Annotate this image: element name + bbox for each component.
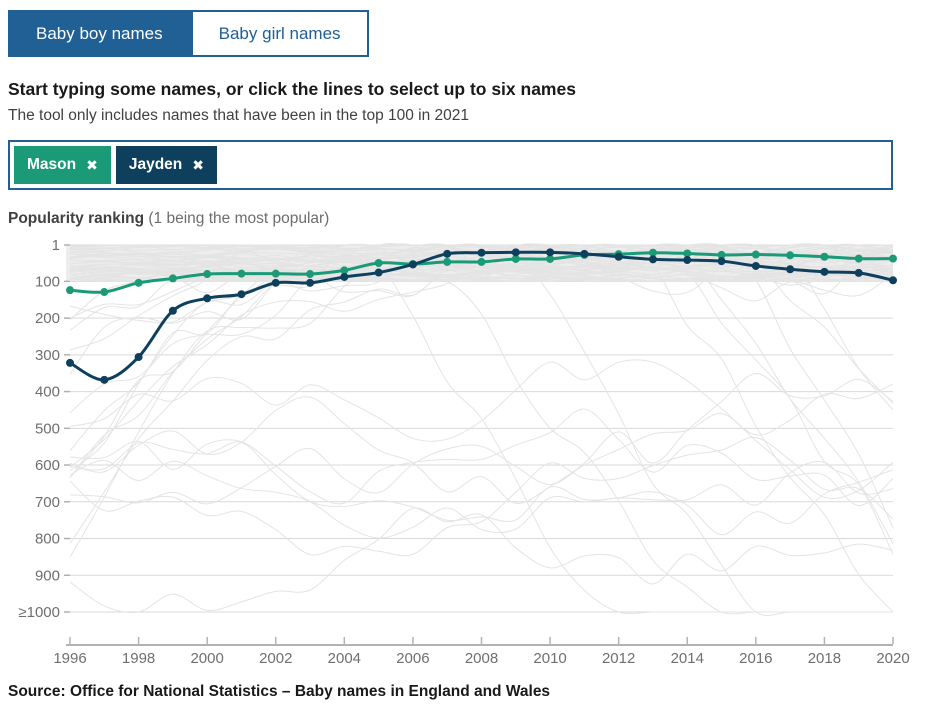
y-tick-label: 300	[35, 347, 60, 364]
x-tick-label: 2020	[876, 650, 909, 667]
data-point-mason[interactable]	[751, 250, 760, 259]
data-point-mason[interactable]	[648, 248, 657, 257]
x-tick-label: 2004	[328, 650, 361, 667]
x-tick-label: 2018	[808, 650, 841, 667]
data-point-mason[interactable]	[511, 254, 520, 263]
tab-baby-boy-names[interactable]: Baby boy names	[8, 10, 191, 57]
tab-bar: Baby boy names Baby girl names	[8, 10, 893, 57]
y-tick-label: 200	[35, 310, 60, 327]
data-point-jayden[interactable]	[717, 257, 726, 266]
data-point-jayden[interactable]	[546, 248, 555, 257]
data-point-mason[interactable]	[374, 259, 383, 268]
data-point-jayden[interactable]	[751, 261, 760, 270]
selected-name-tag-mason: Mason ✖	[14, 146, 111, 184]
data-point-jayden[interactable]	[683, 256, 692, 265]
data-point-mason[interactable]	[134, 278, 143, 287]
data-point-jayden[interactable]	[306, 278, 315, 287]
y-tick-label: ≥1000	[18, 604, 60, 621]
baby-names-tool: Baby boy names Baby girl names Start typ…	[8, 10, 937, 700]
data-point-jayden[interactable]	[648, 255, 657, 264]
data-point-jayden[interactable]	[271, 278, 280, 287]
data-point-mason[interactable]	[168, 274, 177, 283]
data-point-jayden[interactable]	[134, 353, 143, 362]
data-point-mason[interactable]	[271, 269, 280, 278]
x-tick-label: 1998	[122, 650, 155, 667]
data-point-mason[interactable]	[683, 249, 692, 258]
name-search-input[interactable]: Mason ✖ Jayden ✖	[8, 140, 893, 190]
background-name-lines	[69, 243, 894, 616]
y-tick-label: 1	[52, 237, 60, 254]
chart-axis-title: Popularity ranking (1 being the most pop…	[8, 210, 893, 228]
data-point-jayden[interactable]	[408, 260, 417, 269]
y-tick-label: 400	[35, 384, 60, 401]
series-jayden[interactable]	[66, 248, 897, 384]
gridlines: 1 100 200 300 400 500 600 700 800 900 ≥1000	[18, 237, 893, 621]
data-point-mason[interactable]	[237, 269, 246, 278]
tag-label-mason: Mason	[27, 156, 77, 173]
x-tick-label: 2006	[396, 650, 429, 667]
data-point-mason[interactable]	[546, 254, 555, 263]
x-axis: 1996 1998 2000 2002 2004 2006 2008 2010 2012 2014…	[53, 637, 910, 667]
data-point-jayden[interactable]	[889, 276, 897, 285]
data-point-jayden[interactable]	[374, 268, 383, 277]
y-tick-label: 800	[35, 531, 60, 548]
x-tick-label: 2010	[533, 650, 566, 667]
data-point-mason[interactable]	[889, 254, 897, 263]
chart-axis-title-bold: Popularity ranking	[8, 210, 145, 227]
data-point-mason[interactable]	[854, 254, 863, 263]
x-tick-label: 2016	[739, 650, 772, 667]
selected-name-tag-jayden: Jayden ✖	[115, 146, 217, 184]
subtitle: The tool only includes names that have b…	[8, 107, 470, 124]
data-point-mason[interactable]	[443, 257, 452, 266]
y-tick-label: 100	[35, 273, 60, 290]
data-point-jayden[interactable]	[66, 358, 74, 367]
x-tick-label: 2014	[671, 650, 704, 667]
data-point-mason[interactable]	[477, 257, 486, 266]
remove-mason-icon[interactable]: ✖	[86, 157, 98, 173]
data-point-mason[interactable]	[786, 251, 795, 260]
data-point-mason[interactable]	[306, 270, 315, 279]
source-note: Source: Office for National Statistics –…	[8, 683, 551, 700]
data-point-jayden[interactable]	[443, 249, 452, 258]
x-tick-label: 1996	[53, 650, 86, 667]
data-point-jayden[interactable]	[511, 248, 520, 257]
data-point-jayden[interactable]	[854, 268, 863, 277]
data-point-mason[interactable]	[820, 252, 829, 261]
x-tick-label: 2008	[465, 650, 498, 667]
x-tick-label: 2002	[259, 650, 292, 667]
data-point-mason[interactable]	[340, 266, 349, 275]
y-tick-label: 500	[35, 420, 60, 437]
page-title: Start typing some names, or click the li…	[8, 79, 576, 99]
data-point-jayden[interactable]	[614, 252, 623, 261]
data-point-jayden[interactable]	[203, 294, 212, 303]
data-point-mason[interactable]	[66, 286, 74, 295]
data-point-mason[interactable]	[203, 270, 212, 279]
data-point-jayden[interactable]	[477, 248, 486, 257]
tab-baby-girl-names[interactable]: Baby girl names	[190, 10, 369, 57]
tag-label-jayden: Jayden	[128, 156, 183, 173]
series-mason[interactable]	[66, 248, 897, 297]
y-tick-label: 600	[35, 457, 60, 474]
data-point-jayden[interactable]	[786, 265, 795, 274]
remove-jayden-icon[interactable]: ✖	[192, 157, 204, 173]
x-tick-label: 2000	[190, 650, 223, 667]
x-tick-label: 2012	[602, 650, 635, 667]
data-point-jayden[interactable]	[100, 375, 109, 384]
data-point-jayden[interactable]	[340, 272, 349, 281]
data-point-jayden[interactable]	[580, 249, 589, 258]
data-point-mason[interactable]	[100, 288, 109, 297]
chart-axis-title-note: (1 being the most popular)	[144, 210, 330, 227]
data-point-jayden[interactable]	[168, 306, 177, 315]
y-tick-label: 700	[35, 494, 60, 511]
data-point-mason[interactable]	[717, 250, 726, 259]
data-point-jayden[interactable]	[820, 267, 829, 276]
y-tick-label: 900	[35, 567, 60, 584]
data-point-jayden[interactable]	[237, 290, 246, 299]
